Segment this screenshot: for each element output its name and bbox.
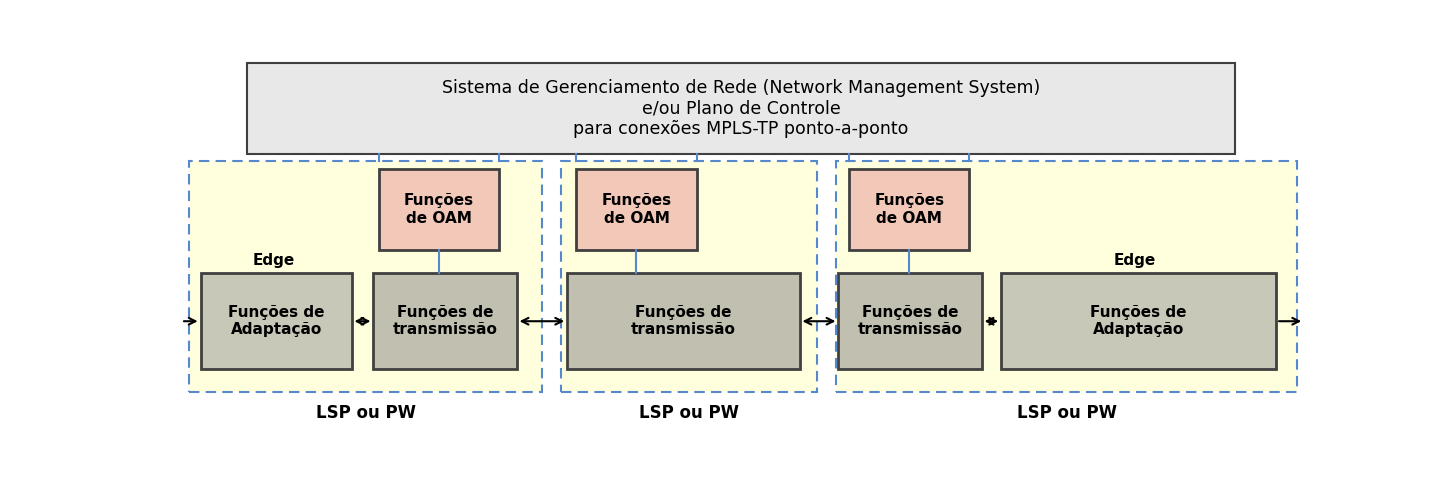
Bar	[246, 63, 1235, 154]
Bar	[188, 161, 542, 393]
Text: Funções de
transmissão: Funções de transmissão	[630, 305, 736, 338]
Text: Funções de
Adaptação: Funções de Adaptação	[227, 305, 325, 338]
Bar	[1001, 273, 1277, 369]
Text: LSP ou PW: LSP ou PW	[639, 404, 739, 422]
Text: LSP ou PW: LSP ou PW	[316, 404, 416, 422]
Bar	[836, 161, 1297, 393]
Text: Funções de
transmissão: Funções de transmissão	[393, 305, 497, 338]
Bar	[567, 273, 800, 369]
Bar	[577, 169, 697, 250]
Bar	[378, 169, 498, 250]
Text: Edge: Edge	[1113, 253, 1155, 268]
Text: Edge: Edge	[254, 253, 296, 268]
Bar	[374, 273, 517, 369]
Text: Funções de
transmissão: Funções de transmissão	[858, 305, 962, 338]
Text: Funções
de OAM: Funções de OAM	[601, 193, 671, 226]
Text: Funções de
Adaptação: Funções de Adaptação	[1091, 305, 1187, 338]
Text: Funções
de OAM: Funções de OAM	[404, 193, 474, 226]
Bar	[561, 161, 817, 393]
Text: LSP ou PW: LSP ou PW	[1017, 404, 1117, 422]
Bar	[839, 273, 982, 369]
Bar	[849, 169, 969, 250]
Text: Funções
de OAM: Funções de OAM	[874, 193, 945, 226]
Bar	[200, 273, 352, 369]
Text: Sistema de Gerenciamento de Rede (Network Management System)
e/ou Plano de Contr: Sistema de Gerenciamento de Rede (Networ…	[442, 79, 1040, 138]
